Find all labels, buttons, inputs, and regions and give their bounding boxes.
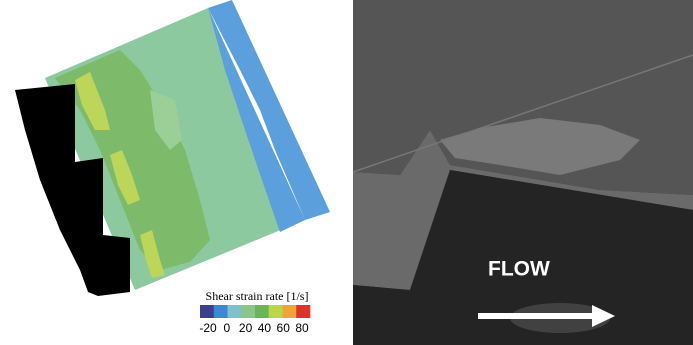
colorbar-swatch — [200, 305, 214, 318]
colorbar-tick-label: 80 — [295, 321, 309, 335]
colorbar-swatch — [283, 305, 297, 318]
contour-plot — [15, 0, 330, 296]
colorbar-swatch — [296, 305, 310, 318]
colorbar-tick-label: 40 — [258, 321, 272, 335]
colorbar-tick-label: 60 — [277, 321, 291, 335]
figure: Shear strain rate [1/s] -20 0 20 40 60 80 FLO… — [0, 0, 693, 345]
colorbar-title: Shear strain rate [1/s] — [206, 289, 309, 303]
colorbar: Shear strain rate [1/s] -20 0 20 40 60 80 — [199, 289, 310, 335]
colorbar-tick-label: -20 — [199, 321, 217, 335]
flow-label: FLOW — [488, 258, 550, 281]
colorbar-swatch — [228, 305, 242, 318]
colorbar-swatches — [200, 305, 310, 318]
colorbar-tick-label: 0 — [223, 321, 230, 335]
colorbar-tick-label: 20 — [239, 321, 253, 335]
colorbar-swatch — [241, 305, 255, 318]
colorbar-swatch — [255, 305, 269, 318]
colorbar-swatch — [269, 305, 283, 318]
colorbar-swatch — [214, 305, 228, 318]
photo: FLOW — [353, 0, 693, 345]
colorbar-ticks: -20 0 20 40 60 80 — [199, 321, 309, 335]
